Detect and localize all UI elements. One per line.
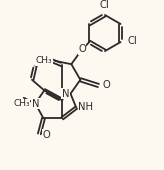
Text: Cl: Cl — [127, 36, 137, 46]
Text: CH₃: CH₃ — [36, 56, 52, 65]
Text: O: O — [102, 80, 110, 90]
Text: CH₃: CH₃ — [13, 99, 30, 108]
Text: Cl: Cl — [99, 0, 109, 10]
Text: NH: NH — [78, 102, 93, 112]
Text: N: N — [62, 89, 69, 99]
Text: O: O — [42, 130, 50, 140]
Text: N: N — [32, 99, 39, 108]
Text: O: O — [78, 44, 86, 54]
